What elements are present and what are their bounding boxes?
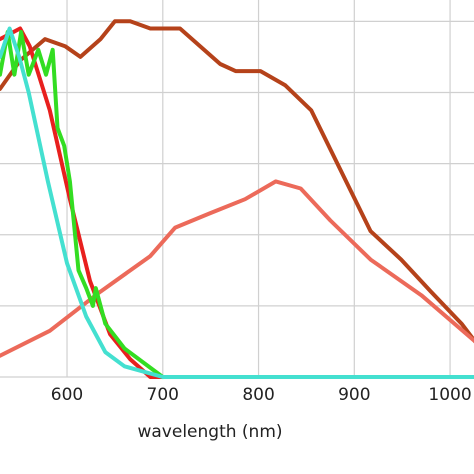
x-tick-label: 700	[147, 385, 179, 405]
series-line	[0, 179, 474, 358]
series-line	[0, 30, 165, 379]
x-tick-label: 800	[242, 385, 274, 405]
series-line	[0, 19, 474, 344]
x-tick-label: 600	[51, 385, 83, 405]
series-line	[0, 26, 474, 379]
x-axis-label: wavelength (nm)	[137, 422, 282, 442]
x-tick-label: 1000	[428, 385, 471, 405]
x-tick-label: 900	[338, 385, 370, 405]
series-line	[0, 26, 165, 379]
